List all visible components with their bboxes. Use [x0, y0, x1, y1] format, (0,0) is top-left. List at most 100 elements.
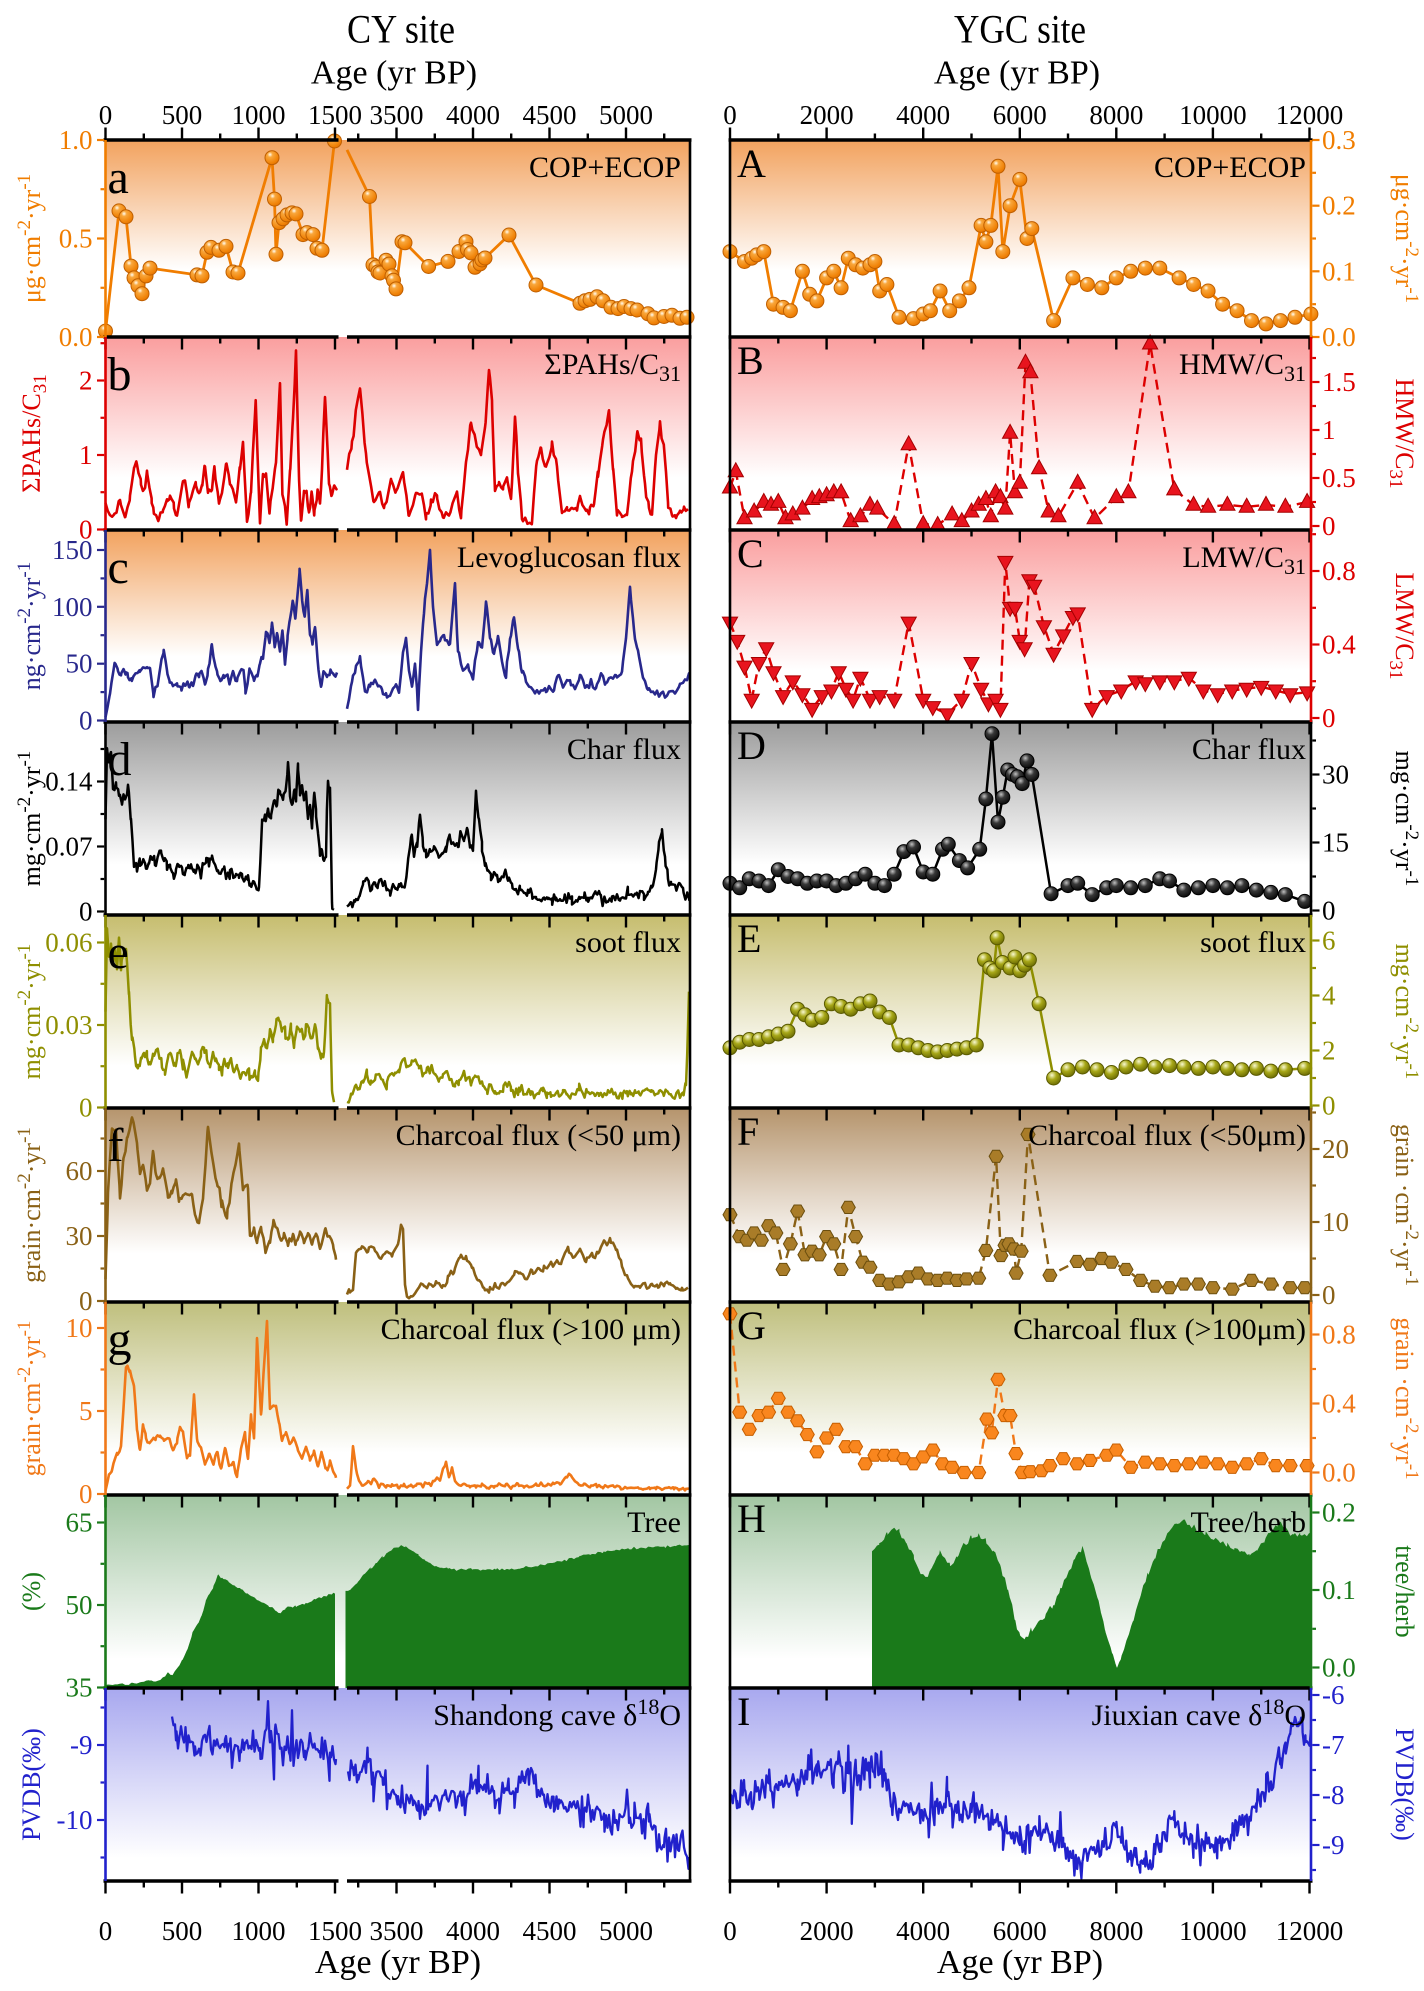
svg-text:0: 0 — [79, 706, 93, 736]
svg-text:0.3: 0.3 — [1322, 125, 1356, 155]
svg-text:(%): (%) — [17, 1572, 46, 1611]
svg-text:150: 150 — [52, 535, 93, 565]
svg-text:0.1: 0.1 — [1322, 256, 1356, 286]
svg-text:0: 0 — [79, 897, 93, 927]
svg-text:0: 0 — [79, 1286, 93, 1316]
svg-text:Levoglucosan flux: Levoglucosan flux — [457, 541, 681, 574]
svg-text:4: 4 — [1322, 981, 1336, 1011]
svg-text:1.5: 1.5 — [1322, 367, 1356, 397]
svg-text:50: 50 — [66, 1590, 93, 1620]
svg-text:2000: 2000 — [800, 1916, 854, 1946]
svg-text:Shandong cave δ18​O: Shandong cave δ18​O — [433, 1694, 681, 1732]
svg-text:soot flux: soot flux — [575, 926, 681, 959]
svg-text:60: 60 — [66, 1156, 93, 1186]
svg-text:0: 0 — [79, 1479, 93, 1509]
svg-text:grain·cm-2​·yr-1​: grain·cm-2​·yr-1​ — [14, 1321, 46, 1477]
svg-text:0: 0 — [1322, 703, 1336, 733]
svg-text:500: 500 — [162, 1916, 203, 1946]
svg-text:0.0: 0.0 — [1322, 322, 1356, 352]
svg-text:-8: -8 — [1322, 1780, 1345, 1810]
svg-text:1500: 1500 — [308, 1916, 362, 1946]
svg-text:f: f — [108, 1119, 124, 1172]
svg-text:μg·cm-2​·yr-1​: μg·cm-2​·yr-1​ — [1390, 174, 1422, 303]
svg-text:0.5: 0.5 — [1322, 463, 1356, 493]
svg-text:4000: 4000 — [896, 100, 950, 130]
svg-text:0: 0 — [723, 100, 737, 130]
svg-text:-6: -6 — [1322, 1680, 1345, 1710]
svg-text:5: 5 — [79, 1396, 93, 1426]
svg-text:Age (yr BP): Age (yr BP) — [937, 1944, 1103, 1981]
svg-text:30: 30 — [1322, 760, 1349, 790]
svg-text:mg·cm-2​·yr-1​: mg·cm-2​·yr-1​ — [1390, 944, 1422, 1080]
svg-text:5000: 5000 — [599, 100, 653, 130]
svg-text:0: 0 — [1322, 511, 1336, 541]
svg-text:0: 0 — [1322, 1280, 1336, 1310]
svg-text:500: 500 — [162, 100, 203, 130]
svg-text:c: c — [108, 541, 129, 594]
svg-text:Char flux: Char flux — [1192, 733, 1306, 766]
svg-text:12000: 12000 — [1276, 100, 1344, 130]
svg-text:50: 50 — [66, 649, 93, 679]
svg-text:Jiuxian cave δ18​O: Jiuxian cave δ18​O — [1092, 1694, 1306, 1732]
svg-text:4500: 4500 — [523, 1916, 577, 1946]
svg-text:0: 0 — [1322, 896, 1336, 926]
svg-text:grain ·cm-2​·yr-1​: grain ·cm-2​·yr-1​ — [1390, 1317, 1422, 1479]
svg-text:0.2: 0.2 — [1322, 191, 1356, 221]
svg-text:-9: -9 — [70, 1730, 93, 1760]
svg-text:65: 65 — [66, 1508, 93, 1538]
svg-text:0: 0 — [99, 1916, 113, 1946]
svg-text:Tree: Tree — [627, 1506, 681, 1539]
svg-text:2000: 2000 — [800, 100, 854, 130]
svg-text:Age (yr BP): Age (yr BP) — [934, 55, 1100, 92]
svg-text:C: C — [737, 531, 764, 576]
svg-text:Charcoal flux (<50 μm): Charcoal flux (<50 μm) — [396, 1119, 681, 1152]
svg-text:0.5: 0.5 — [59, 224, 93, 254]
svg-text:HMW/C31​: HMW/C31​ — [1179, 348, 1306, 386]
svg-text:PVDB(‰): PVDB(‰) — [1390, 1728, 1419, 1841]
svg-text:1000: 1000 — [232, 1916, 286, 1946]
svg-text:-10: -10 — [57, 1805, 93, 1835]
svg-text:0.4: 0.4 — [1322, 630, 1356, 660]
svg-text:d: d — [108, 733, 132, 786]
svg-text:COP+ECOP: COP+ECOP — [1154, 151, 1306, 184]
svg-text:G: G — [737, 1303, 766, 1348]
svg-text:6: 6 — [1322, 926, 1336, 956]
svg-text:D: D — [737, 723, 766, 768]
svg-text:g: g — [108, 1313, 132, 1366]
svg-text:1.0: 1.0 — [59, 125, 93, 155]
svg-text:0.0: 0.0 — [1322, 1458, 1356, 1488]
svg-text:6000: 6000 — [993, 1916, 1047, 1946]
svg-text:grain ·cm-2​·yr-1​: grain ·cm-2​·yr-1​ — [1390, 1124, 1422, 1286]
svg-text:CY site: CY site — [347, 7, 455, 52]
svg-text:LMW/C31​: LMW/C31​ — [1385, 572, 1419, 679]
svg-text:0: 0 — [1322, 1091, 1336, 1121]
svg-text:I: I — [737, 1689, 750, 1734]
svg-text:8000: 8000 — [1089, 1916, 1143, 1946]
svg-text:2: 2 — [1322, 1036, 1336, 1066]
svg-text:1500: 1500 — [308, 100, 362, 130]
svg-text:a: a — [108, 151, 129, 204]
svg-text:5000: 5000 — [599, 1916, 653, 1946]
svg-text:Char flux: Char flux — [567, 733, 681, 766]
svg-text:ΣPAHs/C31​: ΣPAHs/C31​ — [17, 374, 51, 492]
svg-text:4000: 4000 — [896, 1916, 950, 1946]
svg-text:Charcoal flux (>100μm): Charcoal flux (>100μm) — [1013, 1313, 1306, 1346]
svg-text:soot flux: soot flux — [1200, 926, 1306, 959]
svg-text:0.03: 0.03 — [45, 1010, 92, 1040]
svg-text:30: 30 — [66, 1221, 93, 1251]
svg-text:HMW/C31​: HMW/C31​ — [1385, 379, 1419, 489]
svg-text:mg·cm-2​·yr-1​: mg·cm-2​·yr-1​ — [14, 944, 46, 1080]
svg-text:0: 0 — [99, 100, 113, 130]
svg-text:H: H — [737, 1496, 766, 1541]
svg-text:1000: 1000 — [232, 100, 286, 130]
svg-text:mg·cm-2​·yr-1​: mg·cm-2​·yr-1​ — [14, 751, 46, 887]
svg-text:0.1: 0.1 — [1322, 1575, 1356, 1605]
svg-text:0.07: 0.07 — [45, 832, 92, 862]
svg-text:F: F — [737, 1109, 759, 1154]
svg-text:0: 0 — [723, 1916, 737, 1946]
svg-text:Charcoal flux (>100 μm): Charcoal flux (>100 μm) — [381, 1313, 681, 1346]
svg-text:Tree/herb: Tree/herb — [1190, 1506, 1306, 1539]
svg-text:e: e — [108, 926, 129, 979]
svg-text:10000: 10000 — [1179, 1916, 1247, 1946]
svg-text:Charcoal flux (<50μm): Charcoal flux (<50μm) — [1028, 1119, 1306, 1152]
